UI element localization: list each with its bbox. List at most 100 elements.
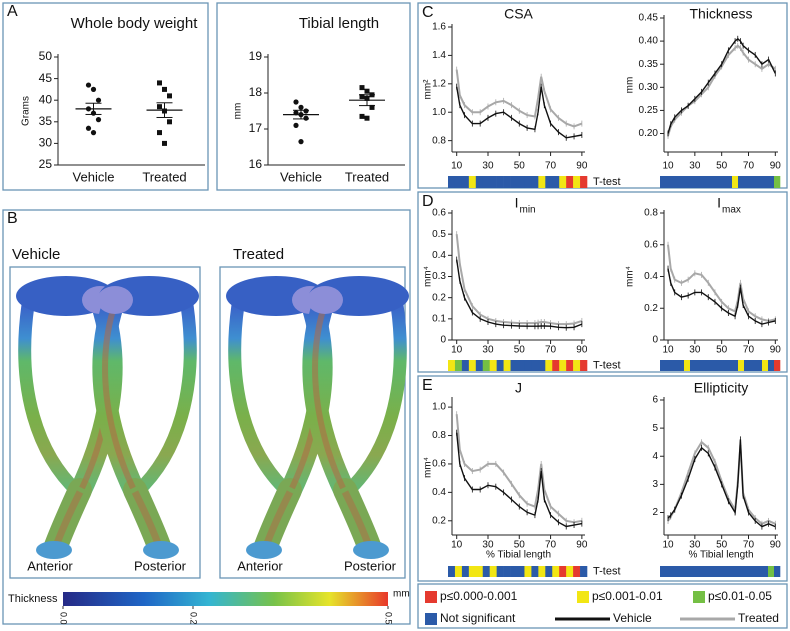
data-point [293,122,299,128]
ttest-cell [489,360,497,371]
ttest-cell [678,360,685,371]
ttest-cell [756,176,763,188]
ttest-cell [666,566,673,577]
ttest-cell [762,176,769,188]
x-tick-label: 90 [770,345,782,356]
x-tick-label: 90 [576,345,588,356]
x-tick-label: 30 [689,540,701,551]
x-tick-label: 50 [514,540,526,551]
ttest-cell [768,176,775,188]
ttest-cell [678,176,685,188]
y-tick-label: 0.4 [432,487,446,498]
ttest-cell [454,360,463,371]
x-tick-label: Treated [345,169,389,184]
ttest-cell [660,176,667,188]
ttest-cell [690,176,697,188]
y-tick-label: 19 [249,49,263,63]
ttest-cell [720,566,727,577]
ttest-cell [672,566,679,577]
x-tick-label: 70 [743,540,755,551]
y-tick-label: 1.4 [432,50,446,61]
ttest-cell [531,360,539,371]
x-tick-label: 30 [689,161,701,172]
ttest-label: T-test [593,176,621,188]
data-point [157,130,162,136]
ttest-cell [496,566,504,577]
data-point [359,85,365,91]
data-point [364,115,370,121]
ttest-cell [461,360,470,371]
ttest-cell [566,360,574,371]
ttest-cell [566,566,574,577]
y-tick-label: 45 [39,71,53,85]
panel-box [417,375,788,582]
y-tick-label: 40 [39,92,53,106]
y-tick-label: 0.1 [432,313,446,324]
ttest-cell [545,360,553,371]
panel-label: A [7,3,18,20]
ttest-cell [738,176,745,188]
x-tick-label: 50 [716,345,728,356]
ttest-cell [517,360,525,371]
ttest-cell [684,566,691,577]
y-tick-label: 0.40 [639,36,659,47]
data-point [298,139,304,145]
x-tick-label: Treated [142,169,186,184]
data-point [157,104,162,110]
panel-label: E [422,377,433,394]
x-tick-label: 10 [451,540,463,551]
colorbar-tick-label: 0.2 [189,612,199,625]
ttest-label: T-test [593,565,621,577]
ttest-cell [666,360,673,371]
ttest-cell [496,176,504,188]
ttest-cell [714,176,721,188]
ttest-cell [468,566,477,577]
chart-title-sub: min [520,205,536,216]
y-tick-label: 0 [652,335,658,346]
ttest-cell [762,360,769,371]
ttest-cell [552,566,560,577]
series-line [667,440,776,525]
ttest-cell [489,176,497,188]
ttest-cell [552,360,560,371]
group-title: Treated [233,246,284,263]
data-point [167,93,172,99]
y-tick-label: 1.2 [432,78,446,89]
legend-label: Treated [738,611,779,625]
ttest-cell [708,176,715,188]
y-tick-label: 1.0 [432,107,446,118]
data-point [359,113,365,119]
x-tick-label: 30 [482,540,494,551]
y-tick-label: 2 [652,507,658,518]
panel-label: D [422,193,434,210]
data-point [364,88,370,94]
ttest-cell [580,360,588,371]
y-tick-label: 0.5 [432,229,446,240]
y-tick-label: 0.20 [639,128,659,139]
ttest-label: T-test [593,359,621,371]
ttest-cell [468,176,477,188]
ttest-cell [448,360,456,371]
y-tick-label: 35 [39,114,53,128]
ttest-cell [566,176,574,188]
x-axis-label: % Tibial length [688,550,753,561]
x-tick-label: 90 [576,540,588,551]
x-tick-label: Vehicle [280,169,322,184]
x-tick-label: 50 [514,161,526,172]
y-tick-label: 0.6 [432,459,446,470]
ttest-cell [732,566,739,577]
ttest-cell [482,176,490,188]
colorbar-label: Thickness [8,593,58,605]
ttest-cell [531,566,539,577]
y-tick-label: 0.8 [432,430,446,441]
x-tick-label: 50 [716,161,728,172]
y-tick-label: 30 [39,136,53,150]
x-tick-label: 10 [451,345,463,356]
colorbar-tick-label: 0.0 [59,612,69,625]
x-tick-label: 70 [545,345,557,356]
ttest-cell [678,566,685,577]
y-tick-label: 17 [249,121,263,135]
y-tick-label: 3 [652,479,658,490]
legend-swatch [425,591,437,603]
ttest-cell [573,566,581,577]
